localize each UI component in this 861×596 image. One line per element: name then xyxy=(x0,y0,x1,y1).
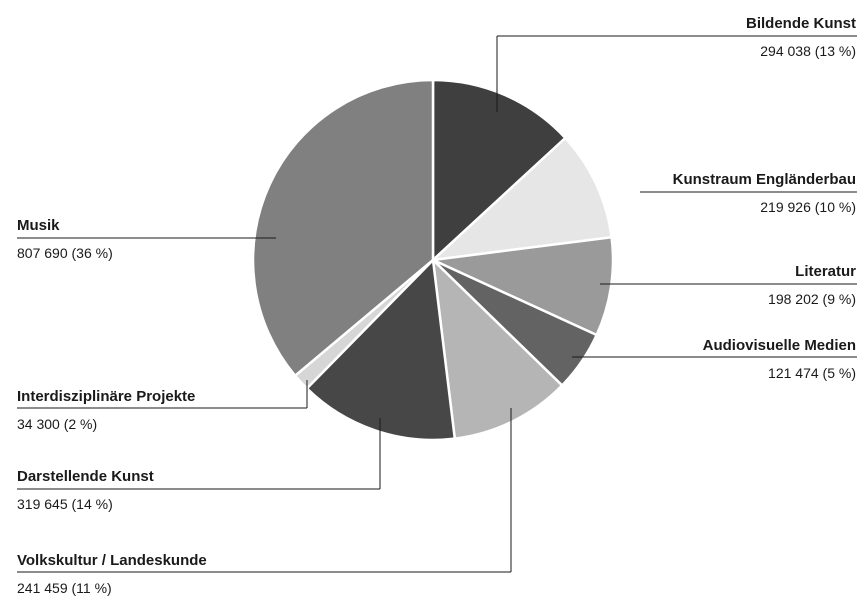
slice-label-name: Musik xyxy=(17,217,60,234)
pie-slice-5 xyxy=(431,258,564,440)
leader-lines xyxy=(17,35,857,573)
slice-label-value: 807 690 (36 %) xyxy=(17,245,113,261)
slice-label-value: 294 038 (13 %) xyxy=(760,43,856,59)
pie-slice-1 xyxy=(431,78,567,262)
slice-label-value: 219 926 (10 %) xyxy=(760,199,856,215)
slice-label-name: Interdisziplinäre Projekte xyxy=(17,388,195,405)
pie-slice-3 xyxy=(431,235,615,337)
slice-label-name: Literatur xyxy=(795,263,856,280)
slice-label-value: 241 459 (11 %) xyxy=(17,580,112,596)
pie-slice-6 xyxy=(305,258,457,442)
slice-label-name: Volkskultur / Landeskunde xyxy=(17,552,207,569)
slice-labels: Bildende Kunst 294 038 (13 %) Kunstraum En… xyxy=(17,15,856,596)
pie-slices xyxy=(251,78,615,442)
slice-label-value: 121 474 (5 %) xyxy=(768,365,856,381)
pie-slice-2 xyxy=(431,136,613,262)
slice-label-name: Darstellende Kunst xyxy=(17,468,154,485)
slice-label-value: 319 645 (14 %) xyxy=(17,496,113,512)
slice-label-name: Audiovisuelle Medien xyxy=(703,337,856,354)
slice-label-value: 34 300 (2 %) xyxy=(17,416,97,432)
slice-label-value: 198 202 (9 %) xyxy=(768,291,856,307)
slice-label-name: Bildende Kunst xyxy=(746,15,856,32)
slice-label-name: Kunstraum Engländerbau xyxy=(673,171,856,188)
pie-slice-8 xyxy=(251,78,435,377)
